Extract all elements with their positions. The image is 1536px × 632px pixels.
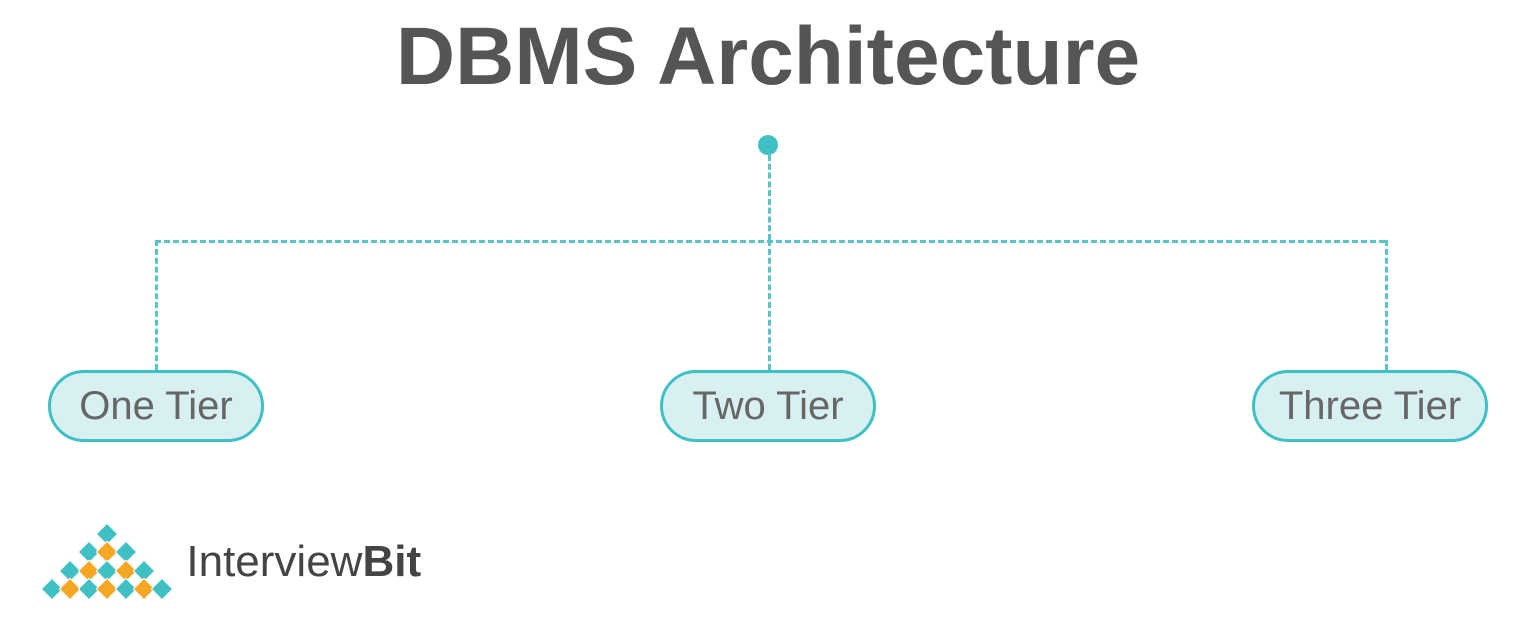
tier-node: One Tier (48, 370, 264, 442)
brand-logo-text-primary: Interview (186, 537, 362, 586)
tier-node: Two Tier (660, 370, 876, 442)
diagram-title: DBMS Architecture (396, 10, 1140, 104)
brand-logo: InterviewBit (40, 520, 421, 604)
logo-diamond (151, 578, 174, 601)
connector-branch (1385, 240, 1388, 370)
brand-logo-icon (40, 520, 174, 604)
brand-logo-text-secondary: Bit (362, 537, 421, 586)
connector-origin-dot (758, 135, 778, 155)
connector-branch (768, 240, 771, 370)
connector-branch (155, 240, 158, 370)
tier-node: Three Tier (1252, 370, 1488, 442)
connector-stem (768, 155, 771, 240)
brand-logo-text: InterviewBit (186, 537, 421, 587)
